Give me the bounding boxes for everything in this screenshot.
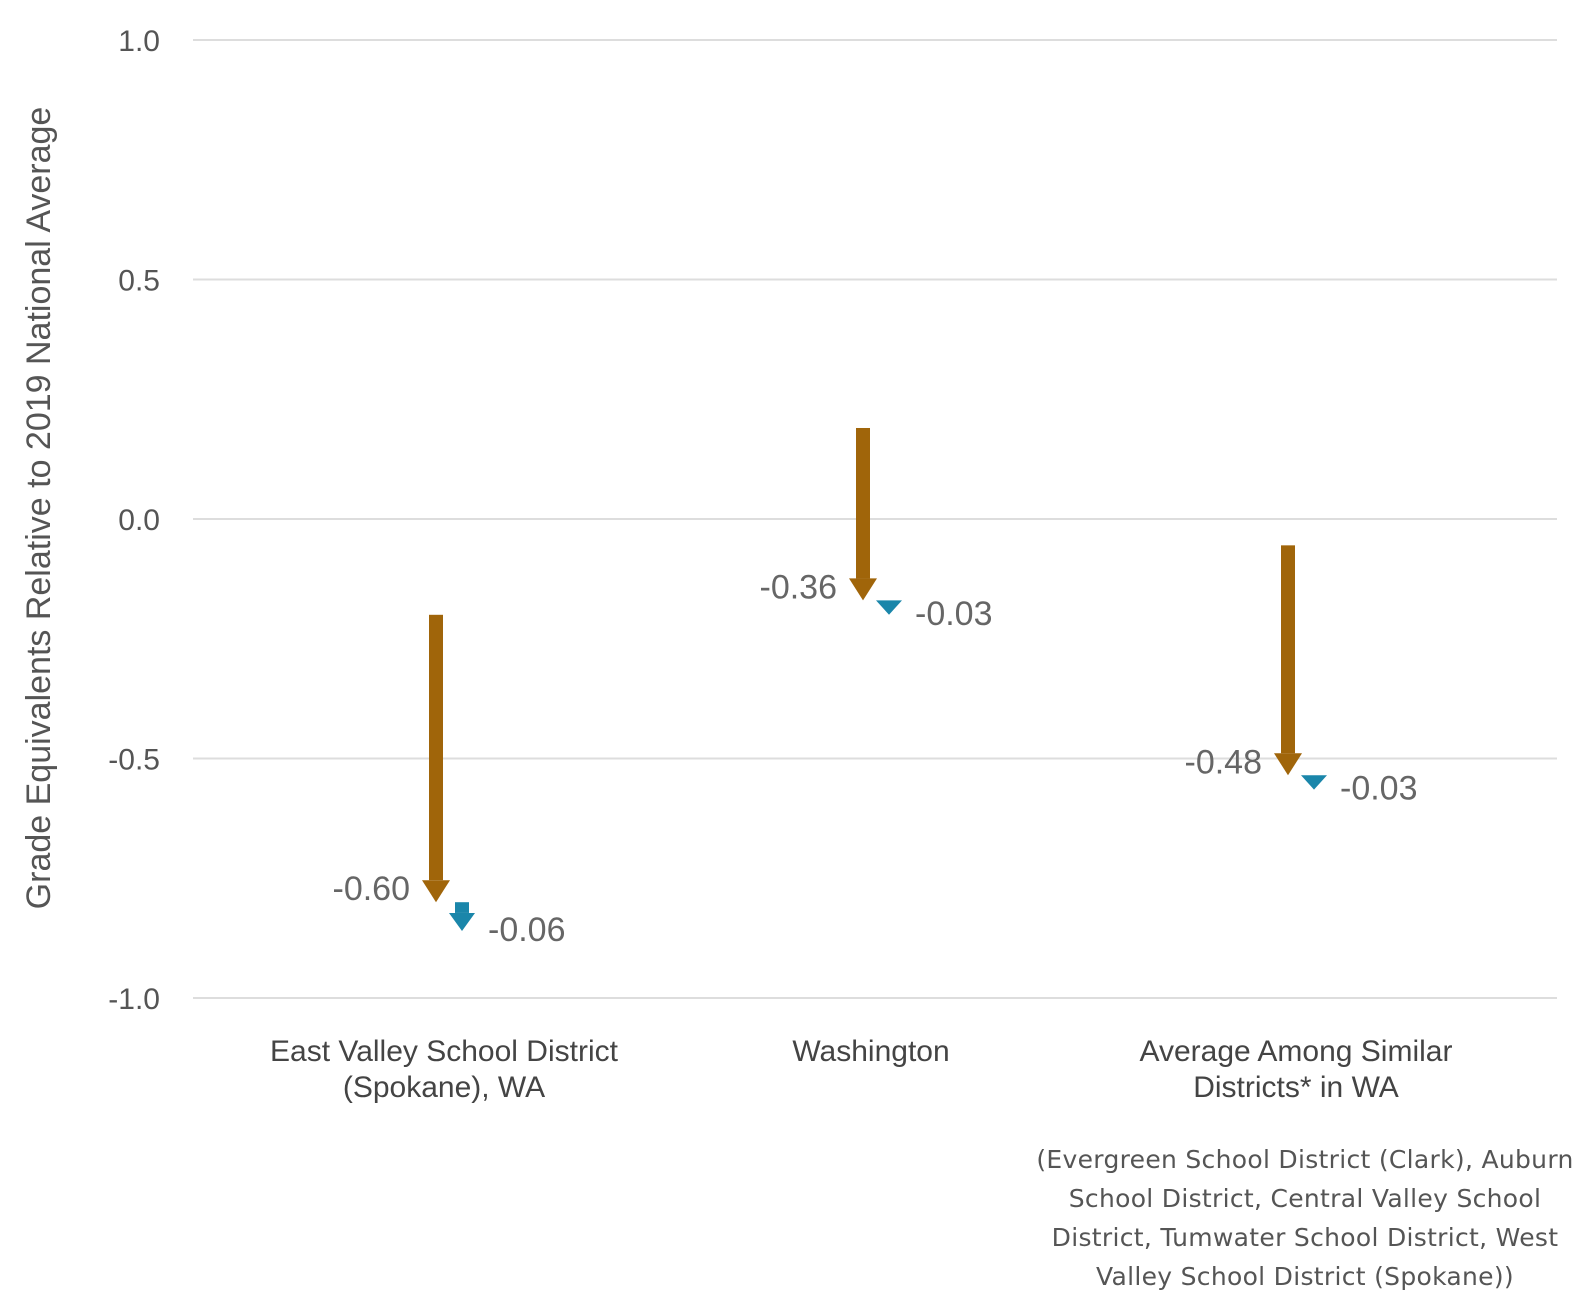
value-label-secondary: -0.03 (915, 595, 993, 633)
decline-arrow-primary (849, 427, 877, 601)
decline-arrow-secondary-head (449, 912, 475, 931)
arrow-marks (422, 427, 1327, 931)
category-label-line: East Valley School District (270, 1035, 619, 1068)
value-label-primary: -0.36 (760, 568, 838, 606)
y-tick-label: 0.0 (118, 504, 160, 537)
value-label-primary: -0.48 (1185, 743, 1263, 781)
category-label: Average Among Similar Districts* in WA (1140, 1035, 1453, 1104)
decline-arrow-primary-head (849, 578, 877, 601)
decline-arrow-primary (422, 614, 450, 903)
category-label-line: Districts* in WA (1193, 1071, 1399, 1104)
decline-arrow-secondary-head (1301, 775, 1327, 790)
decline-arrow-primary-head (1274, 753, 1302, 776)
value-label-secondary: -0.03 (1340, 770, 1418, 808)
y-tick-labels: 1.0 0.5 0.0 -0.5 -1.0 (108, 25, 160, 1016)
decline-arrow-primary (1274, 545, 1302, 776)
y-tick-label: -1.0 (108, 983, 160, 1016)
value-label-secondary: -0.06 (488, 911, 566, 949)
gridlines (193, 39, 1557, 999)
value-labels: -0.60 -0.06 -0.36 -0.03 -0.48 -0.03 (333, 568, 1418, 949)
category-label: Washington (792, 1035, 949, 1068)
decline-arrow-primary-shaft (429, 614, 443, 881)
decline-arrow-secondary (1301, 775, 1327, 790)
decline-arrow-secondary-head (876, 600, 902, 615)
category-labels: East Valley School District (Spokane), WA… (270, 1035, 1452, 1104)
category-label-line: (Spokane), WA (343, 1071, 545, 1104)
decline-arrow-primary-shaft (1281, 545, 1295, 754)
decline-arrow-secondary (876, 600, 902, 615)
similar-districts-footnote: (Evergreen School District (Clark), Aubu… (1036, 1145, 1574, 1291)
decline-arrow-secondary-shaft (455, 902, 469, 913)
y-axis-title: Grade Equivalents Relative to 2019 Natio… (20, 107, 58, 910)
decline-arrow-primary-head (422, 880, 450, 903)
y-tick-label: 0.5 (118, 265, 160, 298)
category-label-line: Average Among Similar (1140, 1035, 1453, 1068)
category-label-line: Washington (792, 1035, 949, 1068)
category-label: East Valley School District (Spokane), WA (270, 1035, 619, 1104)
decline-arrow-primary-shaft (856, 427, 870, 579)
y-tick-label: -0.5 (108, 744, 160, 777)
y-tick-label: 1.0 (118, 25, 160, 58)
decline-arrow-secondary (449, 902, 475, 931)
value-label-primary: -0.60 (333, 870, 411, 908)
